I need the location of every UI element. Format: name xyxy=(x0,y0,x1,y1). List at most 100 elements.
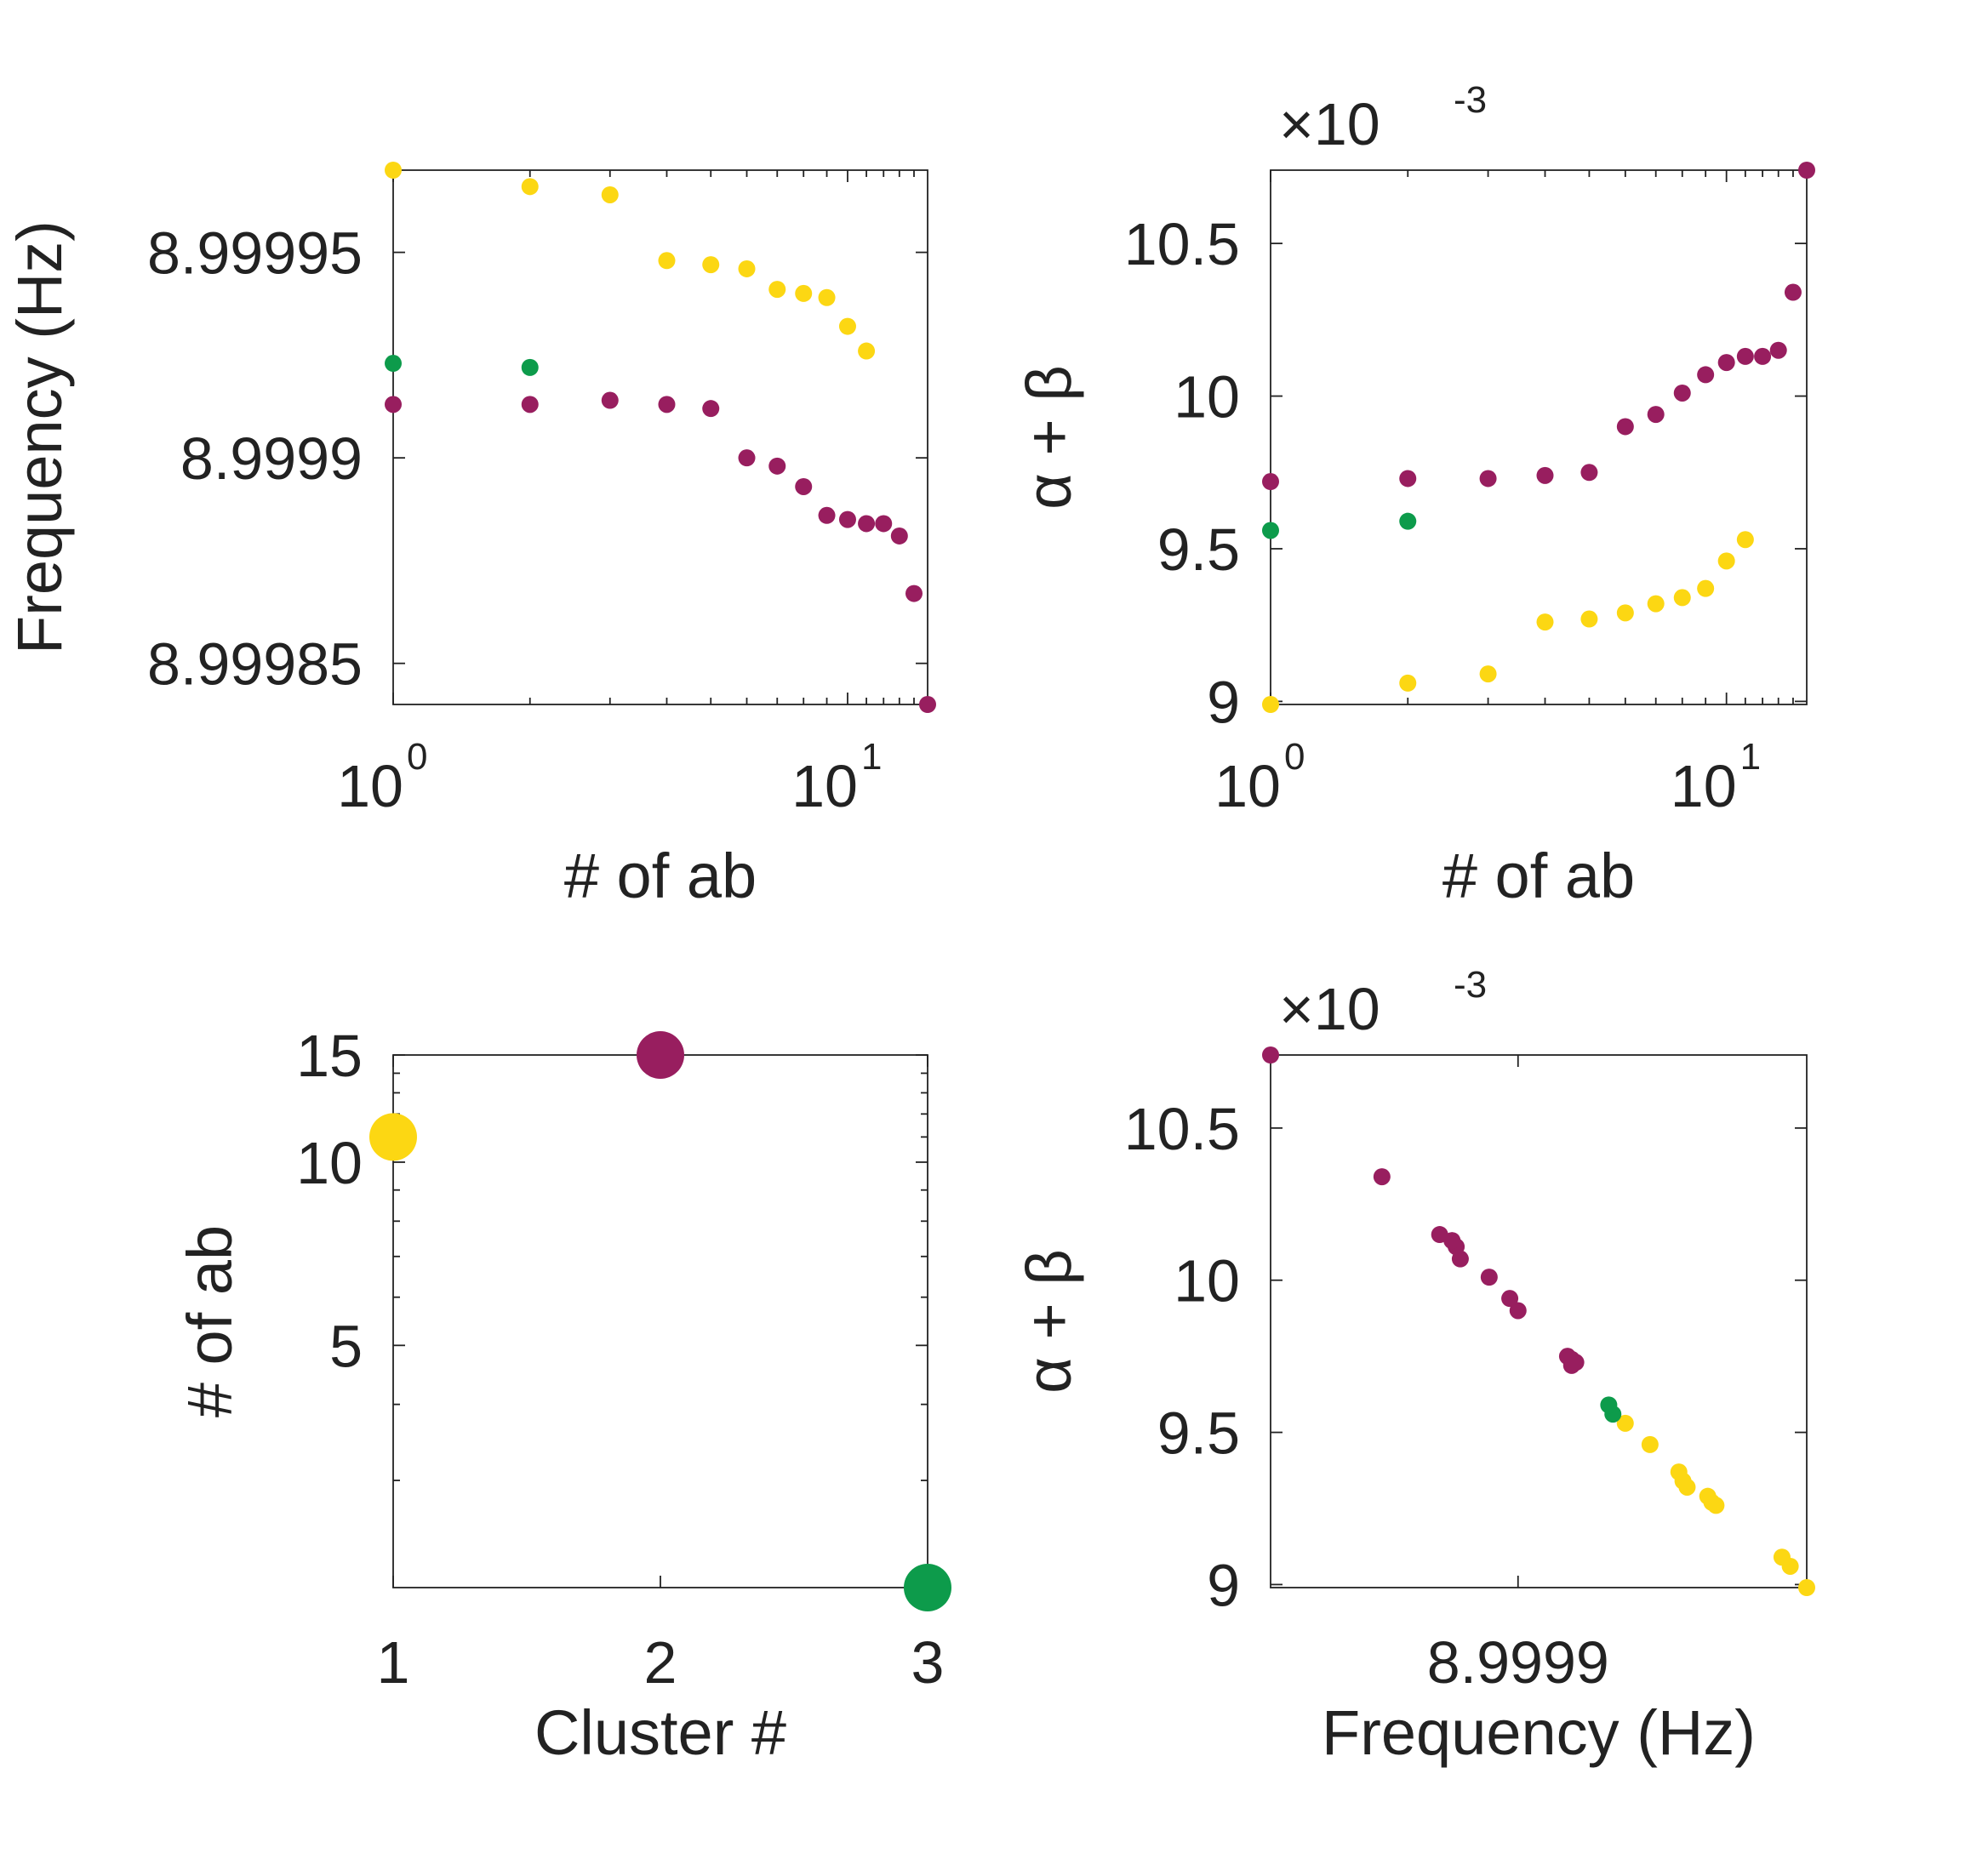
x-tick-label-exponent: 1 xyxy=(1740,736,1761,778)
data-point-purple xyxy=(1373,1168,1391,1186)
data-point-green xyxy=(1399,512,1417,530)
data-point-yellow xyxy=(1673,589,1691,607)
exponent-multiplier: ×10 xyxy=(1279,91,1380,157)
data-point-purple xyxy=(1697,366,1715,384)
data-point-purple xyxy=(905,585,923,602)
data-point-yellow xyxy=(658,252,676,270)
data-point-yellow xyxy=(1641,1435,1659,1453)
cluster-point-yellow xyxy=(369,1113,417,1161)
data-point-yellow xyxy=(838,317,856,335)
x-tick-label-base: 10 xyxy=(791,753,858,819)
data-point-yellow xyxy=(702,256,720,274)
data-point-purple xyxy=(919,696,936,713)
x-axis-label: # of ab xyxy=(564,841,757,911)
data-point-purple xyxy=(795,477,813,495)
data-point-green xyxy=(1262,522,1279,539)
exponent-power: -3 xyxy=(1454,79,1487,121)
data-point-purple xyxy=(1479,470,1497,488)
data-point-yellow xyxy=(1670,1463,1688,1481)
data-point-purple xyxy=(1558,1348,1576,1366)
data-point-yellow xyxy=(1616,1414,1634,1432)
data-point-yellow xyxy=(1699,1487,1717,1505)
y-axis-label: α + β xyxy=(1014,365,1084,510)
x-tick-label-exponent: 0 xyxy=(1284,736,1305,778)
y-axis-label: α + β xyxy=(1014,1249,1084,1394)
data-point-yellow xyxy=(1580,610,1598,628)
cluster-point-purple xyxy=(637,1031,684,1079)
data-point-yellow xyxy=(1697,579,1715,597)
data-point-yellow xyxy=(1536,613,1554,631)
y-tick-label: 8.99985 xyxy=(147,631,363,698)
data-point-purple xyxy=(601,391,619,409)
data-point-purple xyxy=(1717,354,1735,372)
data-point-yellow xyxy=(738,259,756,277)
cluster-point-green xyxy=(904,1564,951,1611)
axes-box xyxy=(392,169,928,705)
x-tick-label: 8.9999 xyxy=(1427,1629,1609,1696)
data-point-purple xyxy=(1798,162,1815,179)
x-tick-label-base: 10 xyxy=(337,753,403,819)
x-tick-label: 1 xyxy=(377,1629,410,1696)
data-point-purple xyxy=(1480,1269,1498,1286)
data-point-purple xyxy=(890,527,908,545)
data-point-yellow xyxy=(858,342,876,360)
data-point-yellow xyxy=(1399,674,1417,692)
y-tick-label: 10.5 xyxy=(1124,1096,1240,1162)
data-point-yellow xyxy=(1717,552,1735,570)
data-point-purple xyxy=(1536,466,1554,484)
x-tick-label: 2 xyxy=(644,1629,677,1696)
y-tick-label: 10 xyxy=(296,1130,363,1196)
panel-ab-vs-cluster: 5 10 15 1 2 3 Cluster # # of ab xyxy=(174,1023,951,1768)
data-point-yellow xyxy=(601,185,619,203)
data-point-yellow xyxy=(1479,665,1497,683)
data-point-purple xyxy=(1616,418,1634,436)
y-tick-label: 15 xyxy=(296,1023,363,1089)
x-tick-label-exponent: 1 xyxy=(861,736,882,778)
axes-box xyxy=(392,1054,928,1588)
data-point-purple xyxy=(768,457,786,475)
data-point-purple xyxy=(1736,347,1754,365)
y-tick-label: 10 xyxy=(1174,1248,1240,1314)
data-point-purple xyxy=(1647,406,1665,424)
data-point-green xyxy=(521,358,539,376)
x-tick-label-exponent: 0 xyxy=(407,736,427,778)
data-point-green xyxy=(385,355,402,373)
data-point-yellow xyxy=(1773,1548,1791,1566)
data-point-purple xyxy=(875,515,893,533)
exponent-power: -3 xyxy=(1454,964,1487,1006)
x-axis-label: Frequency (Hz) xyxy=(1322,1697,1756,1768)
axes-box xyxy=(1270,1054,1808,1588)
y-tick-label: 5 xyxy=(329,1313,363,1379)
data-point-yellow xyxy=(521,178,539,196)
x-tick-label-base: 10 xyxy=(1214,753,1281,819)
y-tick-label: 9 xyxy=(1207,669,1240,735)
x-tick-label: 3 xyxy=(911,1629,945,1696)
y-axis-label: Frequency (Hz) xyxy=(4,220,75,654)
y-tick-label: 8.99995 xyxy=(147,220,363,287)
data-point-yellow xyxy=(818,288,836,306)
data-point-purple xyxy=(858,515,876,533)
data-point-purple xyxy=(1754,347,1772,365)
data-point-purple xyxy=(385,396,402,413)
data-point-purple xyxy=(1769,341,1787,359)
data-point-yellow xyxy=(795,284,813,302)
data-point-purple xyxy=(1431,1226,1448,1244)
y-tick-label: 9.5 xyxy=(1157,516,1240,583)
y-tick-label: 10.5 xyxy=(1124,211,1240,277)
y-axis-label: # of ab xyxy=(174,1225,245,1417)
data-point-purple xyxy=(1501,1290,1519,1308)
data-point-yellow xyxy=(1262,696,1279,713)
data-point-purple xyxy=(1262,1046,1279,1064)
data-point-yellow xyxy=(1647,595,1665,613)
data-point-purple xyxy=(1262,473,1279,491)
y-tick-label: 9 xyxy=(1207,1552,1240,1618)
data-point-purple xyxy=(702,400,720,418)
data-point-purple xyxy=(818,506,836,524)
data-point-yellow xyxy=(768,281,786,299)
x-axis-label: # of ab xyxy=(1442,841,1635,911)
data-point-purple xyxy=(1784,283,1802,301)
data-point-purple xyxy=(658,396,676,413)
